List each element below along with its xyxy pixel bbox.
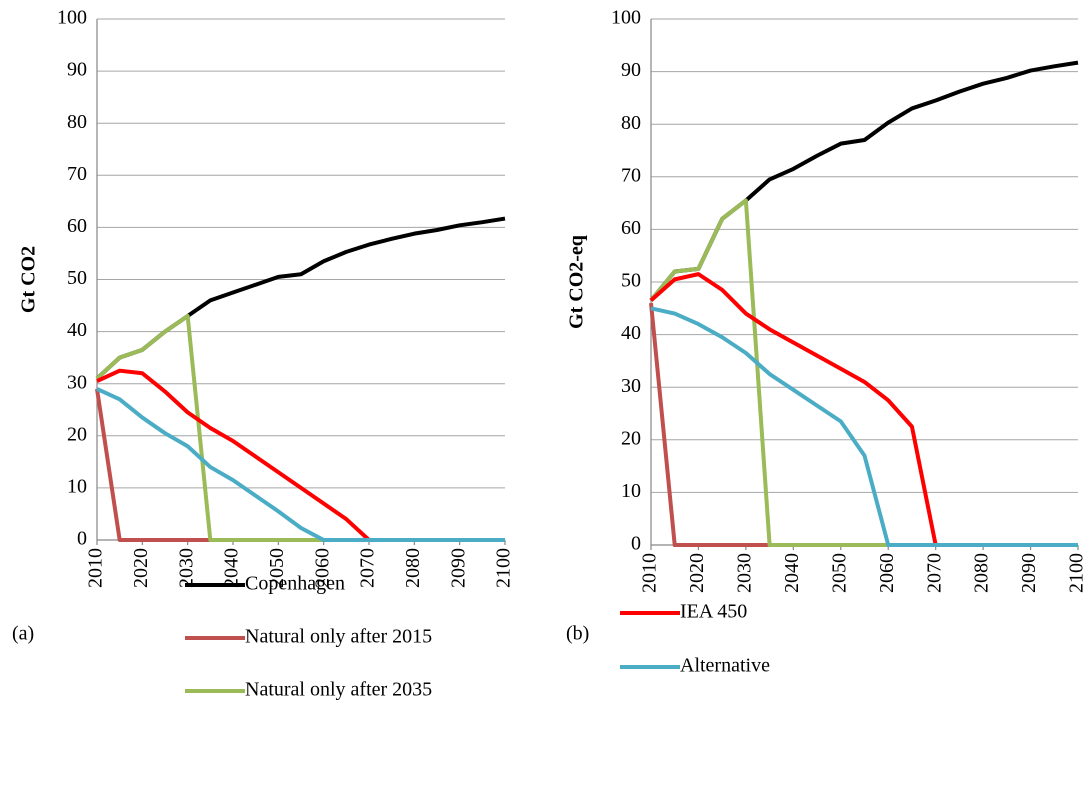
y-axis-label: Gt CO2-eq <box>566 235 588 329</box>
x-tick-label: 2100 <box>1066 553 1088 593</box>
panel-label: (a) <box>12 623 34 645</box>
y-tick-label: 70 <box>67 163 87 185</box>
legend-label: Natural only after 2035 <box>245 679 432 701</box>
y-tick-label: 70 <box>621 164 641 186</box>
series-line <box>649 198 1078 547</box>
x-tick-label: 2050 <box>266 548 288 588</box>
x-tick-label: 2010 <box>85 548 107 588</box>
y-tick-label: 20 <box>621 427 641 449</box>
y-tick-label: 100 <box>611 7 641 29</box>
x-tick-label: 2020 <box>130 548 152 588</box>
legend-label: Copenhagen <box>245 573 345 595</box>
y-tick-label: 90 <box>621 59 641 81</box>
y-tick-label: 40 <box>67 319 87 341</box>
y-tick-label: 80 <box>621 112 641 134</box>
x-tick-label: 2060 <box>311 548 333 588</box>
panel-label: (b) <box>566 623 589 645</box>
x-tick-label: 2040 <box>221 548 243 588</box>
x-tick-label: 2090 <box>447 548 469 588</box>
y-tick-label: 20 <box>67 423 87 445</box>
series-line <box>96 368 505 542</box>
series-line <box>649 60 1079 302</box>
series-line <box>649 302 1078 547</box>
x-tick-label: 2010 <box>639 553 661 593</box>
x-tick-label: 2020 <box>686 553 708 593</box>
y-tick-label: 0 <box>631 533 641 555</box>
series-line <box>96 387 505 542</box>
series-line <box>95 216 506 380</box>
series-line <box>649 272 1078 547</box>
y-tick-label: 50 <box>621 270 641 292</box>
x-tick-label: 2080 <box>971 553 993 593</box>
series-line <box>95 388 505 542</box>
y-tick-label: 30 <box>621 375 641 397</box>
y-tick-label: 10 <box>67 475 87 497</box>
legend-label: IEA 450 <box>680 601 747 623</box>
x-tick-label: 2030 <box>733 553 755 593</box>
y-tick-label: 40 <box>621 322 641 344</box>
x-tick-label: 2080 <box>402 548 424 588</box>
x-tick-label: 2070 <box>357 548 379 588</box>
x-tick-label: 2090 <box>1018 553 1040 593</box>
legend-label: Natural only after 2015 <box>245 626 432 648</box>
y-tick-label: 50 <box>67 267 87 289</box>
legend-label: Alternative <box>680 655 770 677</box>
y-tick-label: 60 <box>67 215 87 237</box>
y-tick-label: 60 <box>621 217 641 239</box>
y-tick-label: 90 <box>67 59 87 81</box>
x-tick-label: 2040 <box>781 553 803 593</box>
x-tick-label: 2070 <box>923 553 945 593</box>
x-tick-label: 2060 <box>876 553 898 593</box>
series-line <box>650 306 1078 547</box>
y-tick-label: 30 <box>67 371 87 393</box>
y-tick-label: 100 <box>57 7 87 29</box>
x-tick-label: 2030 <box>175 548 197 588</box>
x-tick-label: 2050 <box>828 553 850 593</box>
y-tick-label: 10 <box>621 480 641 502</box>
y-tick-label: 80 <box>67 111 87 133</box>
x-tick-label: 2100 <box>493 548 515 588</box>
y-axis-label: Gt CO2 <box>18 246 40 313</box>
y-tick-label: 0 <box>77 528 87 550</box>
